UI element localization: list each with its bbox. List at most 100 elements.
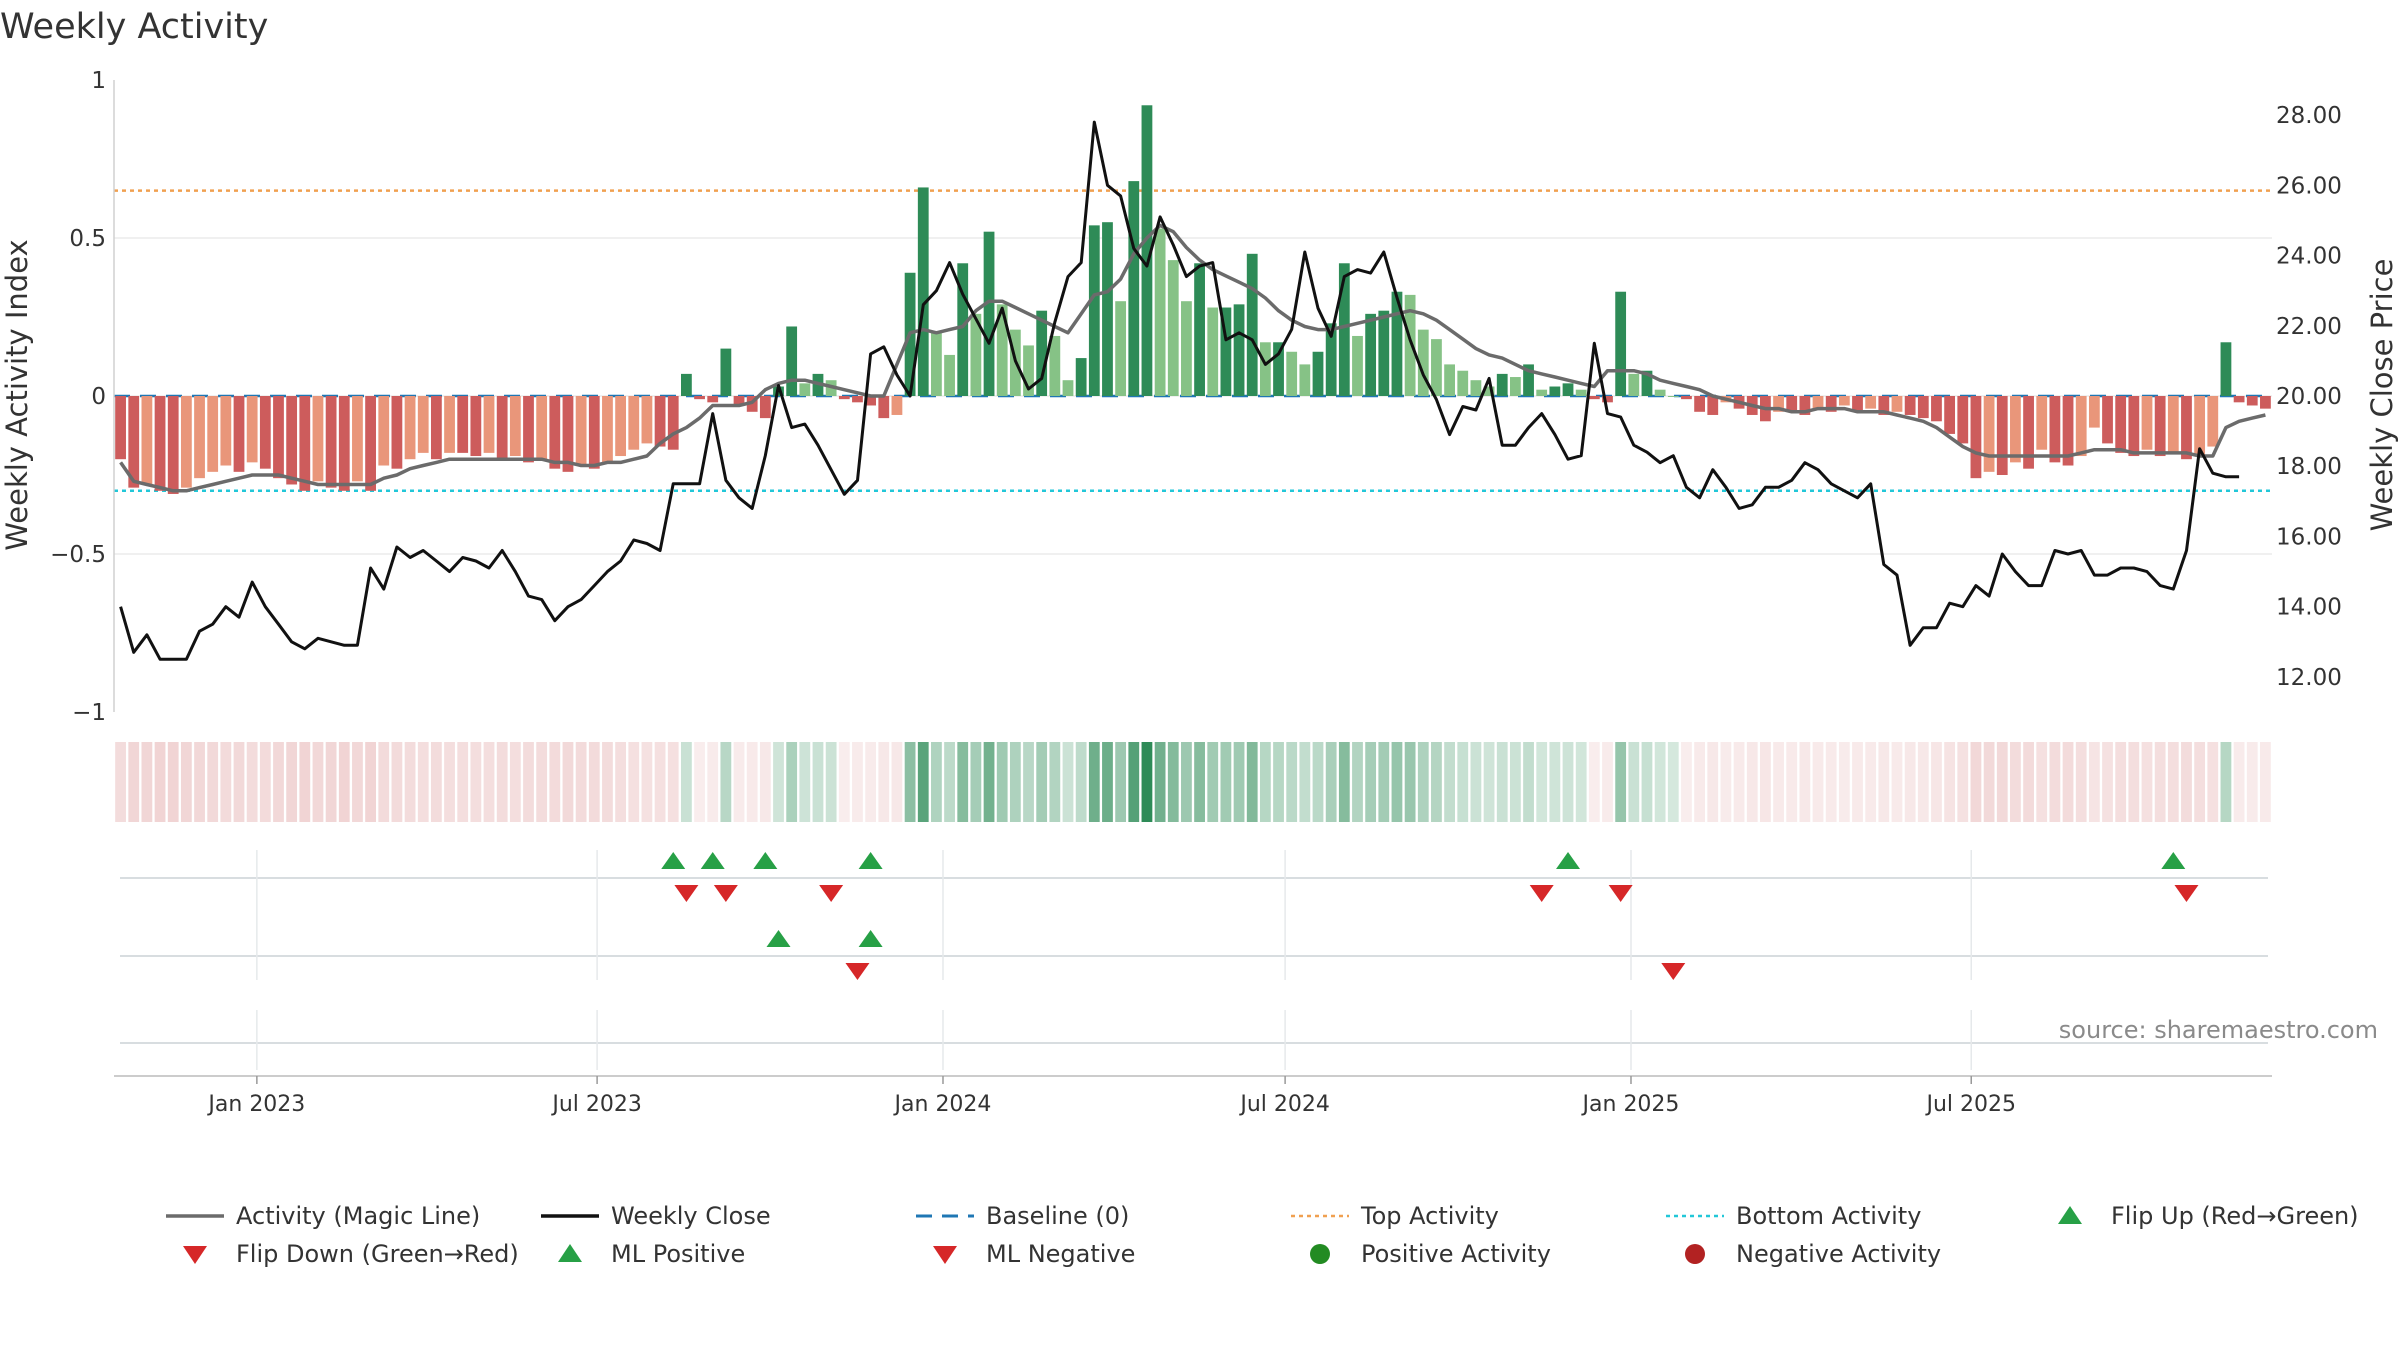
legend-label: ML Negative	[986, 1240, 1136, 1268]
activity-bar	[115, 396, 126, 460]
y2-tick-label: 16.00	[2276, 524, 2342, 550]
ml-positive-marker	[766, 930, 791, 947]
heat-cell	[1852, 742, 1863, 822]
activity-bar	[2194, 396, 2206, 457]
heat-cell	[1312, 742, 1324, 822]
activity-bar	[615, 396, 626, 457]
heat-cell	[957, 742, 969, 822]
heat-cell	[470, 742, 482, 822]
activity-bar	[483, 396, 495, 453]
heat-cell	[1246, 742, 1258, 822]
x-tick-label: Jul 2023	[550, 1092, 642, 1117]
legend-label: Weekly Close	[611, 1202, 771, 1230]
legend-label: Bottom Activity	[1736, 1202, 1922, 1230]
heat-cell	[1536, 742, 1548, 822]
heat-cell	[273, 742, 284, 822]
y2-tick-label: 20.00	[2276, 384, 2342, 410]
y-tick-label: −0.5	[50, 542, 106, 568]
heat-cell	[2220, 742, 2232, 822]
heat-cell	[878, 742, 890, 822]
heat-cell	[1562, 742, 1574, 822]
heat-cell	[2181, 742, 2192, 822]
activity-bars	[115, 105, 2271, 494]
heat-cell	[1509, 742, 1521, 822]
activity-bar	[1417, 329, 1429, 396]
heat-cell	[457, 742, 469, 822]
heat-cell	[2246, 742, 2258, 822]
activity-bar	[207, 396, 219, 472]
heat-cell	[1654, 742, 1666, 822]
activity-bar	[246, 396, 258, 463]
flip-up-marker	[753, 852, 778, 869]
heat-cell	[1878, 742, 1890, 822]
heat-cell	[523, 742, 534, 822]
heat-cell	[1773, 742, 1784, 822]
activity-bar	[1799, 396, 1811, 415]
activity-bar	[365, 396, 376, 491]
heat-cell	[1102, 742, 1113, 822]
heat-cell	[286, 742, 298, 822]
activity-bar	[1970, 396, 1982, 479]
heat-cell	[1259, 742, 1271, 822]
heat-cell	[707, 742, 719, 822]
heat-cell	[1036, 742, 1048, 822]
heat-cell	[141, 742, 153, 822]
heat-cell	[2010, 742, 2021, 822]
y-tick-label: 0	[91, 384, 106, 410]
heat-cell	[1457, 742, 1469, 822]
flip-up-legend-icon	[2058, 1206, 2082, 1224]
heat-cell	[2141, 742, 2153, 822]
heat-cell	[2233, 742, 2245, 822]
heat-cell	[1549, 742, 1561, 822]
heat-cell	[812, 742, 824, 822]
activity-bar	[1444, 364, 1455, 396]
activity-bar	[1404, 294, 1416, 396]
heat-cell	[1681, 742, 1692, 822]
flip-down-marker	[1608, 885, 1633, 902]
activity-bar	[509, 396, 521, 457]
activity-bar	[1273, 342, 1284, 396]
activity-bar	[417, 396, 429, 453]
activity-bar	[957, 263, 969, 396]
heat-cell	[1325, 742, 1337, 822]
y2-tick-label: 24.00	[2276, 244, 2342, 270]
heat-cell	[1957, 742, 1969, 822]
heat-cell	[1365, 742, 1377, 822]
legend-label: Baseline (0)	[986, 1202, 1130, 1230]
heat-cell	[575, 742, 587, 822]
activity-bar	[1352, 335, 1363, 396]
heat-cell	[509, 742, 521, 822]
heat-cell	[825, 742, 837, 822]
activity-bar	[2246, 396, 2258, 406]
x-axis: Jan 2023 Jul 2023 Jan 2024 Jul 2024 Jan 2025…	[206, 1076, 2016, 1117]
heat-cell	[365, 742, 376, 822]
heat-cell	[2023, 742, 2034, 822]
heat-cell	[799, 742, 811, 822]
heat-cell	[773, 742, 784, 822]
heat-cell	[2207, 742, 2219, 822]
activity-bar	[1983, 396, 1995, 472]
activity-bar	[681, 373, 692, 396]
heat-cell	[1378, 742, 1390, 822]
source-text: source: sharemaestro.com	[2059, 1016, 2378, 1044]
heat-cell	[338, 742, 350, 822]
heat-cell	[944, 742, 955, 822]
activity-bar	[1154, 228, 1166, 396]
bottom-line-legend-icon	[1666, 1214, 1724, 1218]
flip-down-legend-icon	[183, 1246, 207, 1264]
activity-bar	[1102, 222, 1113, 396]
activity-bar	[2102, 396, 2113, 444]
heat-cell	[194, 742, 205, 822]
activity-bar	[536, 396, 548, 460]
flip-up-marker	[1556, 852, 1581, 869]
y2-tick-label: 12.00	[2276, 665, 2342, 691]
heat-cell	[1181, 742, 1192, 822]
activity-bar	[1957, 396, 1969, 444]
activity-bar	[2088, 396, 2100, 428]
heat-cell	[1496, 742, 1508, 822]
activity-bar	[404, 396, 416, 460]
activity-bar	[457, 396, 469, 453]
heat-cell	[983, 742, 995, 822]
heat-cell	[299, 742, 311, 822]
